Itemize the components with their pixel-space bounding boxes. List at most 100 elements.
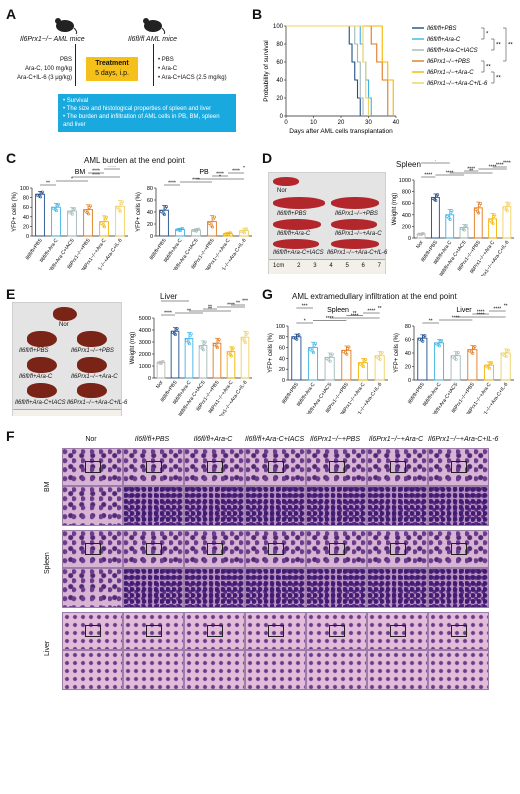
data-point (104, 215, 108, 219)
left-treatment-item: Ara-C, 100 mg/kg (24, 66, 72, 72)
liver-sample (77, 357, 107, 373)
x-tick-label: 40 (393, 120, 400, 126)
histology-low-mag (184, 530, 245, 568)
data-point (450, 209, 454, 213)
data-point (231, 346, 235, 350)
zoom-inset-box (207, 461, 223, 473)
y-tick-label: 20 (276, 96, 283, 102)
significance-label: **** (92, 169, 100, 175)
data-point (225, 232, 229, 236)
zoom-inset-box (329, 625, 345, 637)
significance-label: * (174, 298, 176, 303)
x-tick-label: Nor (415, 239, 425, 249)
x-tick-label: 30 (365, 120, 372, 126)
zoom-inset-box (85, 461, 101, 473)
histology-high-mag (306, 486, 367, 526)
zoom-inset-box (268, 625, 284, 637)
histology-low-mag (245, 612, 306, 650)
data-point (474, 208, 478, 212)
histology-low-mag (245, 530, 306, 568)
data-point (418, 232, 422, 236)
data-point (478, 201, 482, 205)
histology-high-mag (123, 568, 184, 608)
data-point (440, 338, 444, 342)
ko-mice-label: Il6Prx1−/− AML mice (20, 36, 85, 43)
histology-high-mag (367, 486, 428, 526)
data-point (229, 354, 233, 358)
y-tick-label: 40 (279, 356, 285, 362)
histology-column-title: Il6Prx1−/−+Ara-C+IL-6 (428, 436, 499, 443)
data-point (86, 212, 90, 216)
significance-label: *** (242, 299, 248, 305)
photo-label: Il6fl/fl+PBS (277, 211, 307, 217)
y-tick-label: 2000 (139, 352, 151, 358)
data-point (380, 350, 384, 354)
ruler (13, 409, 121, 416)
x-tick-label: 10 (310, 120, 317, 126)
data-point (159, 210, 163, 214)
data-point (434, 199, 438, 203)
data-point (477, 211, 481, 215)
y-axis-label: YFP+ cells (%) (394, 333, 400, 373)
histology-high-mag (245, 650, 306, 690)
y-tick-label: 100 (276, 324, 285, 330)
bar (502, 206, 512, 239)
zoom-inset-box (146, 543, 162, 555)
outcome-item: • Survival (63, 98, 89, 104)
bar (170, 330, 180, 379)
survival-line (286, 25, 364, 116)
significance-label: ** (469, 169, 473, 175)
photo-label: Il6Prx1−/−+Ara-C (335, 231, 382, 237)
data-point (175, 326, 179, 330)
y-tick-label: 60 (405, 338, 411, 344)
significance-bracket (481, 27, 485, 40)
outcome-item: • The burden and infiltration of AML cel… (63, 114, 220, 128)
panel-label-g: G (262, 286, 273, 302)
data-point (189, 332, 193, 336)
zoom-inset-box (146, 625, 162, 637)
data-point (72, 207, 76, 211)
chart-title: PB (199, 169, 209, 176)
significance-label: ** (378, 306, 382, 312)
y-tick-label: 600 (402, 201, 411, 207)
data-point (102, 225, 106, 229)
histology-low-mag (367, 530, 428, 568)
significance-label: * (243, 166, 245, 172)
data-point (38, 195, 42, 199)
photo-label: Il6Prx1−/−+Ara-C (71, 374, 118, 380)
data-point (471, 351, 475, 355)
data-point (54, 209, 58, 213)
zoom-inset-box (390, 543, 406, 555)
bar (431, 196, 440, 239)
y-tick-label: 100 (273, 24, 284, 30)
x-axis-label: Days after AML cells transplantation (289, 128, 393, 135)
photo-label: Nor (59, 322, 69, 328)
histology-high-mag (245, 486, 306, 526)
y-tick-label: 4000 (139, 328, 151, 334)
data-point (361, 365, 365, 369)
data-point (191, 228, 195, 232)
zoom-inset-box (268, 543, 284, 555)
y-tick-label: 80 (279, 335, 285, 341)
liver-sample (27, 331, 57, 347)
significance-label: ** (353, 311, 357, 317)
histology-column-title: Nor (85, 436, 97, 443)
y-axis-label: Weight (mg) (130, 332, 136, 365)
histology-high-mag (367, 650, 428, 690)
significance-label: ** (208, 305, 212, 311)
data-point (118, 209, 122, 213)
zoom-inset-box (85, 543, 101, 555)
zoom-inset-box (207, 543, 223, 555)
significance-label: **** (232, 169, 240, 175)
y-tick-label: 80 (405, 324, 411, 330)
legend-label: Il6fl/fl+PBS (427, 26, 457, 32)
data-point (215, 346, 219, 350)
survival-line (286, 25, 370, 116)
significance-bracket (481, 60, 485, 73)
data-point (178, 228, 182, 232)
histology-high-mag (123, 650, 184, 690)
histology-low-mag (184, 612, 245, 650)
mouse-icon (55, 18, 78, 34)
